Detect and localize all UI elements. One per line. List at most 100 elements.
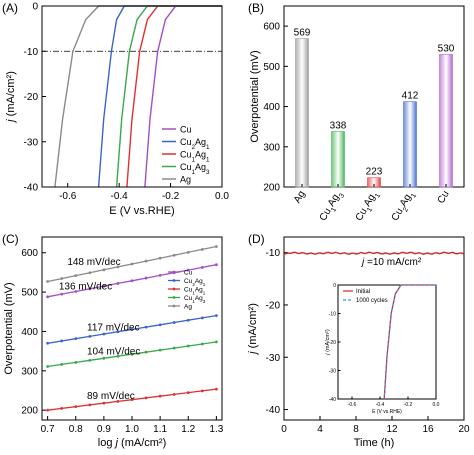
inset-legend-label: 1000 cycles (356, 298, 388, 304)
inset-x-tick-label: -0.4 (376, 402, 385, 408)
data-point (46, 295, 50, 299)
series-line-cu2ag1 (97, 5, 222, 188)
data-point (130, 352, 134, 356)
inset-chart: -0.6 -0.4 -0.2 0.0 0 -10 -20 -30 -40 E (V vs.RHE)… (325, 280, 446, 416)
y-tick-label: 0 (32, 2, 38, 13)
data-point (74, 290, 78, 293)
data-point (214, 314, 218, 318)
data-point (200, 316, 204, 320)
data-point (172, 346, 176, 350)
inset-x-tick-label: -0.6 (348, 402, 357, 408)
legend-label: Cu2Ag1 (180, 137, 210, 151)
data-point (214, 263, 218, 267)
data-point (74, 360, 78, 364)
x-tick-label: 12 (386, 424, 398, 435)
y-tick-label: -40 (24, 183, 39, 194)
data-point (116, 265, 120, 269)
inset-x-tick-label: -0.2 (404, 402, 413, 408)
y-tick-label: 600 (21, 248, 38, 259)
inset-legend-label: Initial (356, 289, 370, 295)
y-tick-label: 500 (21, 288, 38, 299)
y-axis-label: Overpotential (mV) (3, 282, 15, 374)
x-tick-label: 1.2 (181, 424, 195, 435)
data-point (116, 354, 120, 358)
x-tick-label: 0.7 (41, 424, 55, 435)
bar (403, 101, 417, 188)
inset-y-tick-label: -40 (329, 397, 336, 403)
x-tick-label: 0.8 (69, 424, 83, 435)
y-tick-label: 200 (263, 183, 280, 194)
data-point (46, 408, 50, 412)
data-point (130, 279, 134, 283)
bar (295, 38, 309, 188)
data-point (158, 394, 162, 398)
data-point (144, 350, 148, 354)
x-tick-label: 20 (458, 424, 470, 435)
y-axis-label: j (mA/cm²) (5, 71, 17, 124)
bar-value-label: 338 (330, 120, 347, 131)
series-line-ag (54, 5, 222, 188)
data-point (88, 403, 92, 407)
x-tick-label: Cu1Ag3 (318, 189, 346, 224)
data-point (144, 325, 148, 329)
data-point (46, 365, 50, 368)
data-point (186, 344, 190, 348)
y-tick-label: 500 (263, 62, 280, 73)
data-point (144, 276, 148, 280)
data-point (116, 400, 120, 403)
panel-a-label: (A) (2, 1, 18, 15)
x-tick-label: Cu1Ag1 (354, 189, 382, 224)
x-tick-label: 8 (353, 424, 359, 435)
data-point (88, 287, 92, 291)
y-tick-label: -30 (266, 353, 281, 364)
data-point (46, 341, 50, 345)
data-point (186, 268, 190, 272)
y-tick-label: 200 (21, 406, 38, 417)
series-line-cu (144, 5, 222, 188)
data-point (158, 274, 162, 277)
bar-value-label: 412 (402, 91, 419, 102)
x-tick-label: 1.3 (209, 424, 223, 435)
data-point (186, 318, 190, 322)
legend-label: Cu1Ag3 (184, 295, 206, 304)
x-tick-label: -0.6 (59, 191, 77, 202)
y-tick-label: 300 (263, 142, 280, 153)
data-point (102, 268, 106, 272)
x-tick-label: 0.0 (215, 191, 229, 202)
bar-value-label: 223 (366, 167, 383, 178)
data-point (186, 391, 190, 395)
data-point (158, 323, 162, 327)
x-tick-label: Cu2Ag1 (390, 189, 418, 224)
current-annotation: j =10 mA/cm² (360, 257, 422, 268)
data-point (60, 292, 64, 296)
y-tick-label: 400 (21, 327, 38, 338)
x-tick-label: 0.9 (97, 424, 111, 435)
legend-marker (172, 304, 176, 308)
data-point (88, 358, 92, 362)
data-point (200, 389, 204, 393)
slope-annotation: 136 mV/dec (59, 281, 112, 292)
y-tick-label: -30 (24, 137, 39, 148)
data-point (130, 328, 134, 331)
data-point (144, 396, 148, 400)
data-point (172, 253, 176, 257)
y-tick-label: 600 (263, 22, 280, 33)
data-point (186, 250, 190, 254)
y-axis-label: Overpotential (mV) (249, 50, 261, 142)
panel-a: (A) -0.6 -0.4 -0.2 0.0 0 -10 -20 -30 -40 E (V vs.R… (2, 1, 229, 217)
legend-marker (172, 296, 176, 299)
data-point (214, 340, 218, 344)
inset-x-axis-label: E (V vs.RHE) (372, 409, 402, 415)
data-point (200, 265, 204, 269)
y-tick-label: 400 (263, 102, 280, 113)
stability-trace (283, 251, 465, 255)
legend-label: Ag (180, 175, 191, 185)
inset-background (326, 280, 446, 416)
data-point (88, 334, 92, 338)
x-axis-label: Time (h) (354, 437, 395, 449)
inset-x-tick-label: 0.0 (433, 402, 440, 408)
data-point (116, 282, 120, 285)
x-tick-label: 1.1 (153, 424, 167, 435)
y-tick-label: -10 (266, 248, 281, 259)
y-tick-label: 300 (21, 366, 38, 377)
